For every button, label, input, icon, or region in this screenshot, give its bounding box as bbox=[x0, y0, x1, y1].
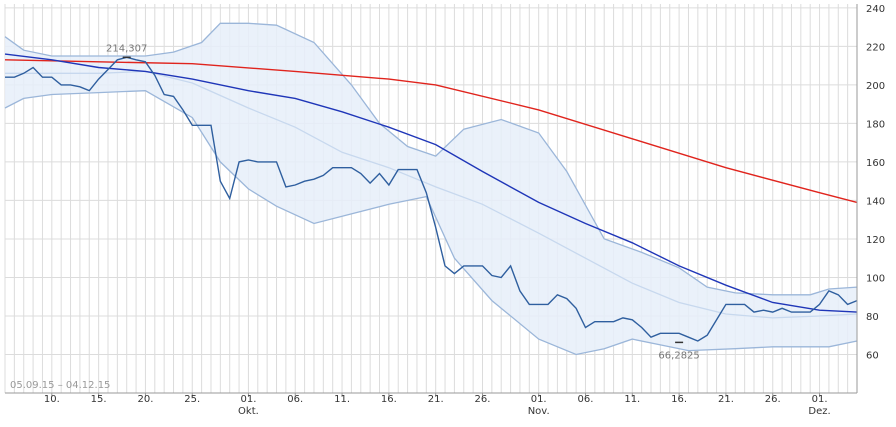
axes bbox=[5, 4, 858, 397]
x-tick-label: 15. bbox=[91, 394, 107, 405]
y-tick-label: 240 bbox=[866, 4, 885, 15]
band-upper-line bbox=[4, 22, 858, 296]
series-lines bbox=[4, 53, 858, 342]
x-tick-label: 21. bbox=[718, 394, 734, 405]
x-tick-label: 06. bbox=[287, 394, 303, 405]
x-tick-label: 16. bbox=[381, 394, 397, 405]
x-tick-label: 26. bbox=[475, 394, 491, 405]
x-tick-label: 01. bbox=[812, 394, 828, 405]
date-range-label: 05.09.15 – 04.12.15 bbox=[10, 380, 110, 391]
band-lower-line bbox=[4, 90, 858, 356]
x-month-label: Dez. bbox=[808, 406, 830, 417]
y-tick-label: 120 bbox=[866, 235, 885, 246]
y-tick-label: 100 bbox=[866, 273, 885, 284]
tick-labels: 60 80 100 120 140 160 180 200 220 240 10. 15. 20. 25.… bbox=[44, 4, 885, 417]
x-tick-label: 11. bbox=[334, 394, 350, 405]
annotation-label: 214,307 bbox=[106, 43, 147, 54]
x-tick-label: 11. bbox=[624, 394, 640, 405]
y-tick-label: 60 bbox=[866, 350, 879, 361]
y-tick-label: 220 bbox=[866, 42, 885, 53]
x-tick-label: 20. bbox=[137, 394, 153, 405]
y-tick-label: 160 bbox=[866, 158, 885, 169]
band bbox=[4, 22, 858, 356]
annotations: 214,307 66,2825 bbox=[106, 43, 700, 361]
band-fill bbox=[5, 23, 857, 355]
x-tick-label: 01. bbox=[531, 394, 547, 405]
y-tick-label: 200 bbox=[866, 81, 885, 92]
y-tick-label: 80 bbox=[866, 312, 879, 323]
y-tick-label: 140 bbox=[866, 196, 885, 207]
x-tick-label: 16. bbox=[671, 394, 687, 405]
x-month-label: Nov. bbox=[528, 406, 550, 417]
price-line bbox=[5, 56, 858, 342]
x-tick-label: 25. bbox=[184, 394, 200, 405]
x-tick-label: 01. bbox=[240, 394, 256, 405]
x-tick-label: 06. bbox=[578, 394, 594, 405]
x-tick-label: 10. bbox=[44, 394, 60, 405]
annotation-label: 66,2825 bbox=[658, 350, 699, 361]
sma-long-line bbox=[4, 59, 858, 204]
x-month-label: Okt. bbox=[238, 406, 259, 417]
x-tick-label: 21. bbox=[428, 394, 444, 405]
sma-short-line bbox=[4, 53, 858, 313]
y-tick-label: 180 bbox=[866, 119, 885, 130]
x-tick-label: 26. bbox=[765, 394, 781, 405]
